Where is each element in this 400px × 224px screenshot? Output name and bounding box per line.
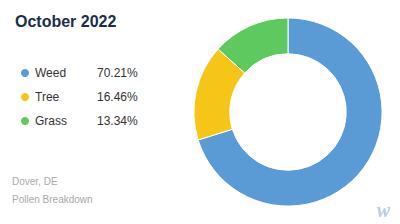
svg-text:70.21%: 70.21%: [97, 66, 138, 80]
svg-text:w: w: [377, 199, 391, 221]
svg-text:Tree: Tree: [35, 90, 60, 104]
svg-text:16.46%: 16.46%: [97, 90, 138, 104]
svg-text:Grass: Grass: [35, 114, 67, 128]
svg-text:Pollen Breakdown: Pollen Breakdown: [12, 194, 93, 205]
svg-text:Dover, DE: Dover, DE: [12, 176, 58, 187]
svg-text:13.34%: 13.34%: [97, 114, 138, 128]
svg-text:October 2022: October 2022: [15, 13, 116, 30]
svg-text:Weed: Weed: [35, 66, 66, 80]
